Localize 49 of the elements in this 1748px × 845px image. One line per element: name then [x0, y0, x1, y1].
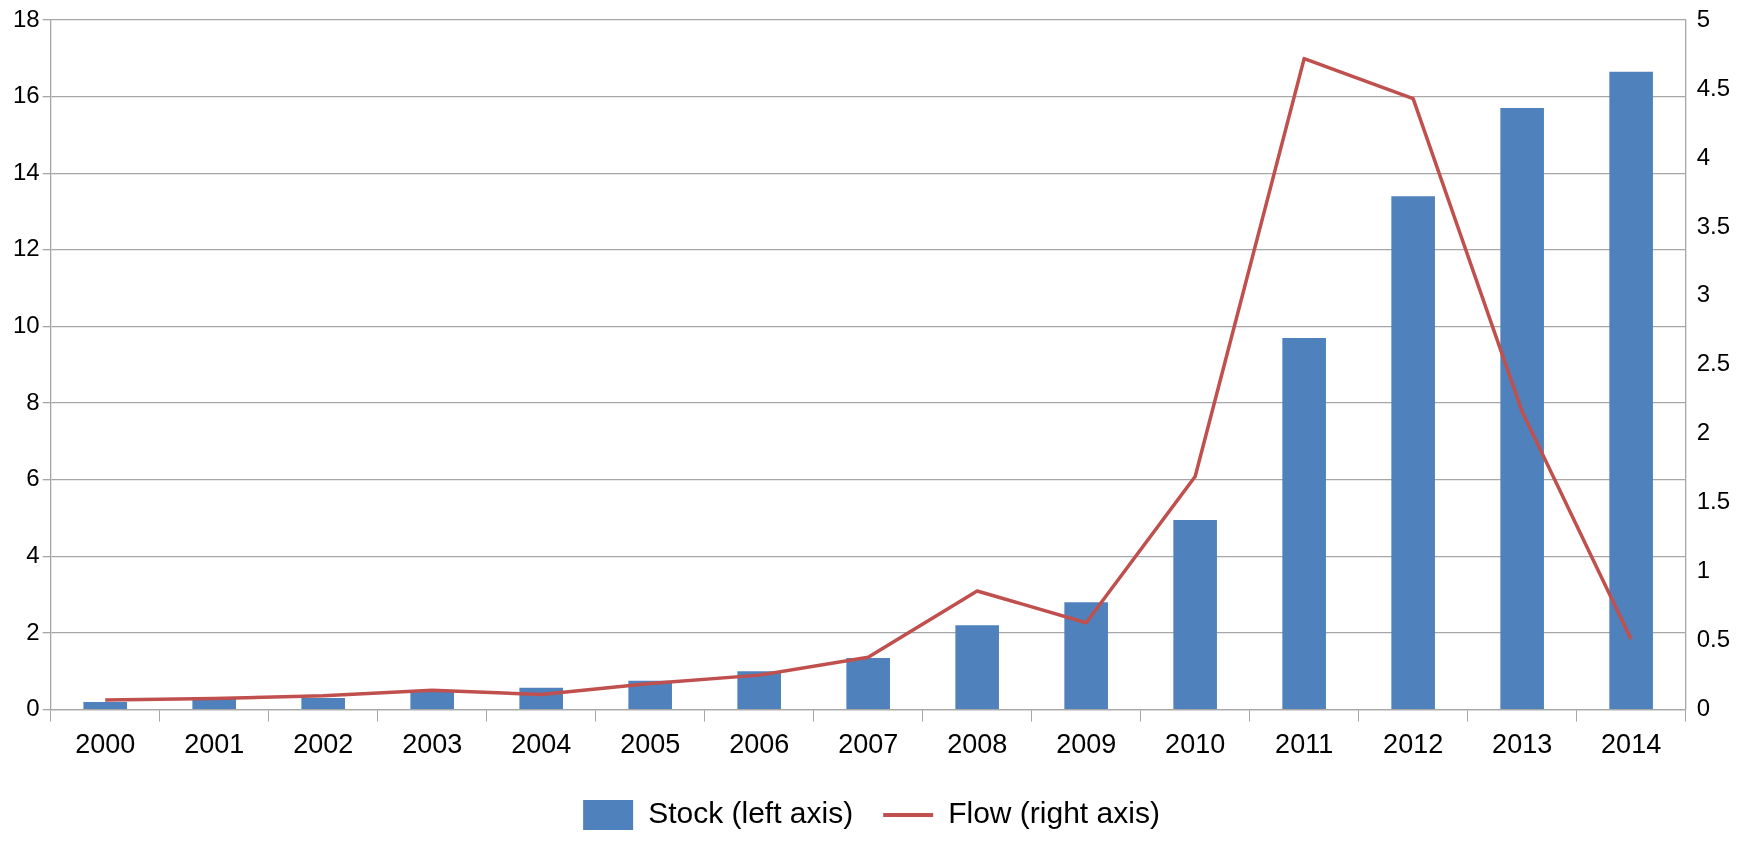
y2-tick-label: 2.5: [1696, 349, 1731, 377]
bar: [1064, 602, 1108, 709]
x-tick-label: 2003: [402, 729, 463, 760]
x-tick-label: 2009: [1056, 729, 1117, 760]
y2-tick-label: 3: [1696, 280, 1710, 308]
x-tick-label: 2013: [1492, 729, 1553, 760]
x-tick-label: 2002: [293, 729, 354, 760]
x-tick-label: 2000: [75, 729, 136, 760]
legend-label: Flow (right axis): [948, 796, 1160, 830]
y-tick-label: 18: [12, 4, 40, 32]
y2-tick-label: 5: [1696, 4, 1710, 32]
bar: [1173, 519, 1217, 709]
bar: [1500, 108, 1544, 709]
bar: [1609, 71, 1653, 709]
bar: [1282, 337, 1326, 709]
y2-tick-label: 0: [1696, 694, 1710, 722]
y2-tick-label: 4.5: [1696, 73, 1731, 101]
bar: [955, 625, 999, 709]
bar: [737, 671, 781, 709]
y2-tick-label: 2: [1696, 418, 1710, 446]
y2-tick-label: 1.5: [1696, 487, 1731, 515]
x-tick-label: 2006: [729, 729, 790, 760]
bar: [846, 657, 890, 709]
x-tick-label: 2001: [184, 729, 245, 760]
x-tick-label: 2014: [1601, 729, 1662, 760]
y2-tick-label: 4: [1696, 142, 1710, 170]
x-tick-label: 2011: [1275, 729, 1334, 760]
y-tick-label: 6: [26, 464, 40, 492]
x-tick-label: 2005: [620, 729, 681, 760]
y-tick-label: 8: [26, 387, 40, 415]
bar: [1391, 196, 1435, 709]
y2-tick-label: 0.5: [1696, 625, 1731, 653]
y-tick-label: 16: [12, 81, 40, 109]
x-tick-label: 2010: [1165, 729, 1226, 760]
y-tick-label: 14: [12, 157, 40, 185]
y2-tick-label: 1: [1696, 556, 1710, 584]
y-tick-label: 4: [26, 540, 40, 568]
x-tick-label: 2007: [838, 729, 899, 760]
y-tick-label: 2: [26, 617, 40, 645]
y2-tick-label: 3.5: [1696, 211, 1731, 239]
y-tick-label: 12: [12, 234, 40, 262]
x-tick-label: 2008: [947, 729, 1008, 760]
bar: [301, 698, 345, 709]
y-tick-label: 0: [26, 694, 40, 722]
y-tick-label: 10: [12, 311, 40, 339]
x-tick-label: 2004: [511, 729, 572, 760]
x-tick-label: 2012: [1383, 729, 1444, 760]
legend-label: Stock (left axis): [648, 796, 854, 830]
bar: [83, 701, 127, 709]
